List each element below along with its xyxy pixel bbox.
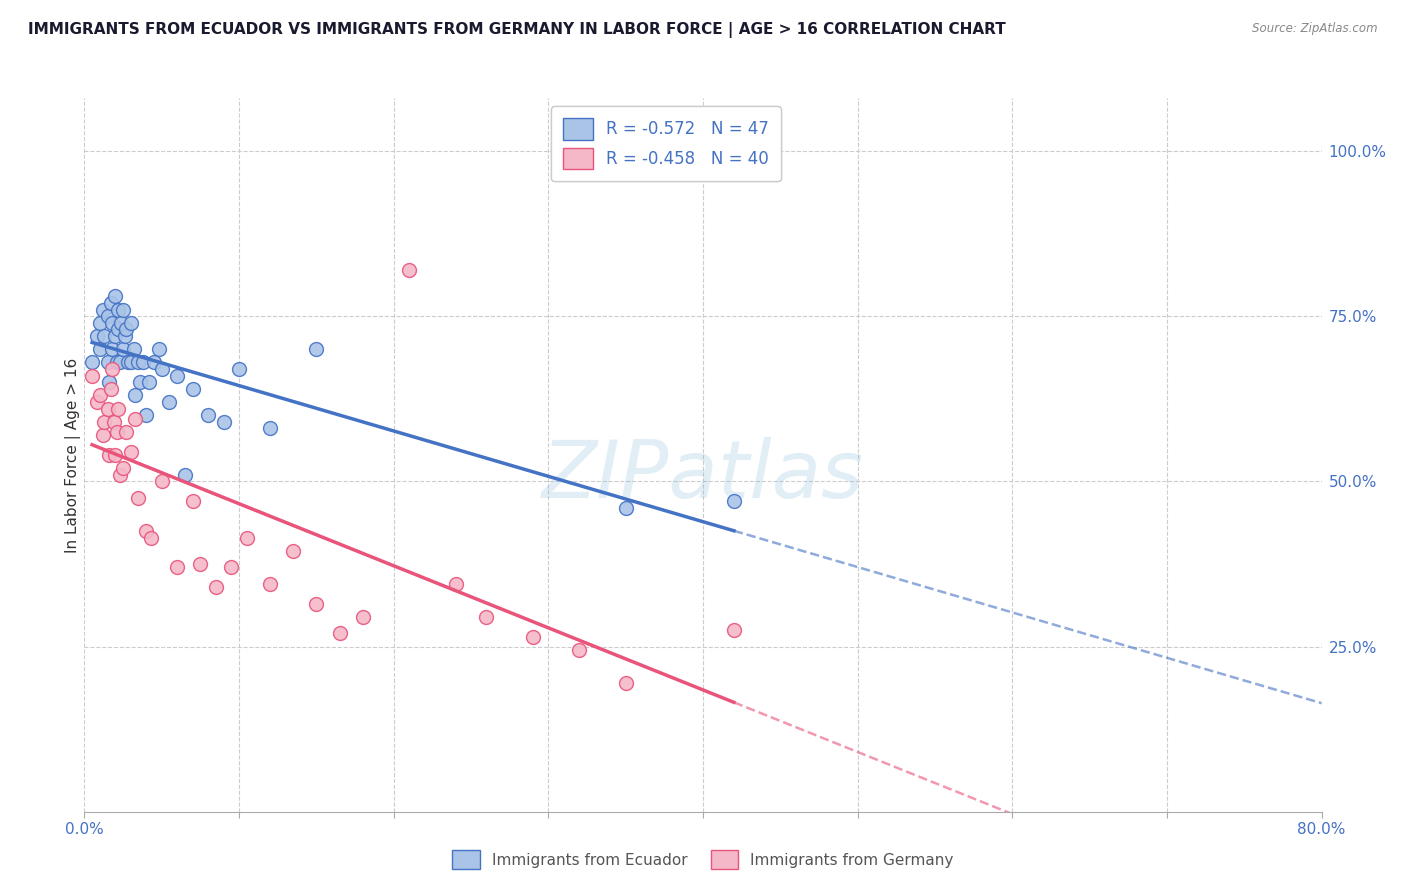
Point bbox=[107, 322, 129, 336]
Point bbox=[120, 316, 142, 330]
Point bbox=[236, 531, 259, 545]
Point bbox=[228, 362, 250, 376]
Point bbox=[97, 309, 120, 323]
Point bbox=[143, 355, 166, 369]
Point bbox=[150, 362, 173, 376]
Point bbox=[108, 355, 131, 369]
Point bbox=[444, 576, 467, 591]
Point bbox=[188, 557, 212, 571]
Point bbox=[135, 524, 157, 538]
Point bbox=[259, 576, 281, 591]
Point bbox=[115, 322, 138, 336]
Point bbox=[305, 597, 328, 611]
Point bbox=[128, 491, 150, 505]
Point bbox=[305, 342, 328, 356]
Point bbox=[124, 411, 146, 425]
Legend: Immigrants from Ecuador, Immigrants from Germany: Immigrants from Ecuador, Immigrants from… bbox=[446, 844, 960, 875]
Point bbox=[100, 296, 122, 310]
Point bbox=[112, 302, 135, 317]
Point bbox=[107, 302, 129, 317]
Point bbox=[166, 560, 188, 574]
Point bbox=[475, 609, 498, 624]
Point bbox=[128, 355, 150, 369]
Point bbox=[86, 395, 108, 409]
Point bbox=[82, 355, 104, 369]
Point bbox=[120, 444, 142, 458]
Point bbox=[329, 626, 352, 640]
Point bbox=[104, 329, 127, 343]
Point bbox=[105, 355, 128, 369]
Point bbox=[723, 494, 745, 508]
Point bbox=[205, 580, 228, 594]
Point bbox=[197, 409, 219, 423]
Text: ZIPatlas: ZIPatlas bbox=[541, 437, 865, 516]
Point bbox=[112, 461, 135, 475]
Point bbox=[101, 316, 124, 330]
Point bbox=[101, 342, 124, 356]
Point bbox=[104, 448, 127, 462]
Point bbox=[89, 388, 111, 402]
Point bbox=[114, 329, 136, 343]
Point bbox=[86, 329, 108, 343]
Point bbox=[120, 355, 142, 369]
Text: IMMIGRANTS FROM ECUADOR VS IMMIGRANTS FROM GERMANY IN LABOR FORCE | AGE > 16 COR: IMMIGRANTS FROM ECUADOR VS IMMIGRANTS FR… bbox=[28, 22, 1005, 38]
Point bbox=[135, 409, 157, 423]
Point bbox=[166, 368, 188, 383]
Point bbox=[352, 609, 374, 624]
Text: Source: ZipAtlas.com: Source: ZipAtlas.com bbox=[1253, 22, 1378, 36]
Point bbox=[89, 316, 111, 330]
Point bbox=[181, 382, 204, 396]
Point bbox=[723, 623, 745, 637]
Point bbox=[91, 428, 114, 442]
Point bbox=[614, 500, 637, 515]
Point bbox=[107, 401, 129, 416]
Point bbox=[115, 425, 138, 439]
Point bbox=[93, 329, 115, 343]
Point bbox=[98, 376, 121, 390]
Point bbox=[101, 362, 124, 376]
Point bbox=[110, 316, 132, 330]
Point bbox=[221, 560, 243, 574]
Point bbox=[122, 342, 145, 356]
Point bbox=[150, 475, 173, 489]
Point bbox=[568, 643, 591, 657]
Point bbox=[124, 388, 146, 402]
Point bbox=[129, 376, 152, 390]
Point bbox=[108, 467, 131, 482]
Point bbox=[138, 376, 160, 390]
Point bbox=[174, 467, 197, 482]
Point bbox=[100, 382, 122, 396]
Point bbox=[104, 289, 127, 303]
Point bbox=[112, 342, 135, 356]
Point bbox=[103, 415, 125, 429]
Point bbox=[93, 415, 115, 429]
Point bbox=[212, 415, 235, 429]
Legend: R = -0.572   N = 47, R = -0.458   N = 40: R = -0.572 N = 47, R = -0.458 N = 40 bbox=[551, 106, 780, 181]
Point bbox=[398, 263, 420, 277]
Point bbox=[159, 395, 181, 409]
Point bbox=[283, 543, 305, 558]
Point bbox=[97, 355, 120, 369]
Point bbox=[82, 368, 104, 383]
Point bbox=[132, 355, 155, 369]
Point bbox=[89, 342, 111, 356]
Point bbox=[91, 302, 114, 317]
Point bbox=[614, 676, 637, 690]
Point bbox=[97, 401, 120, 416]
Point bbox=[105, 425, 128, 439]
Point bbox=[181, 494, 204, 508]
Point bbox=[98, 448, 121, 462]
Point bbox=[117, 355, 139, 369]
Point bbox=[522, 630, 544, 644]
Point bbox=[259, 421, 281, 435]
Y-axis label: In Labor Force | Age > 16: In Labor Force | Age > 16 bbox=[65, 358, 82, 552]
Point bbox=[148, 342, 170, 356]
Point bbox=[139, 531, 162, 545]
